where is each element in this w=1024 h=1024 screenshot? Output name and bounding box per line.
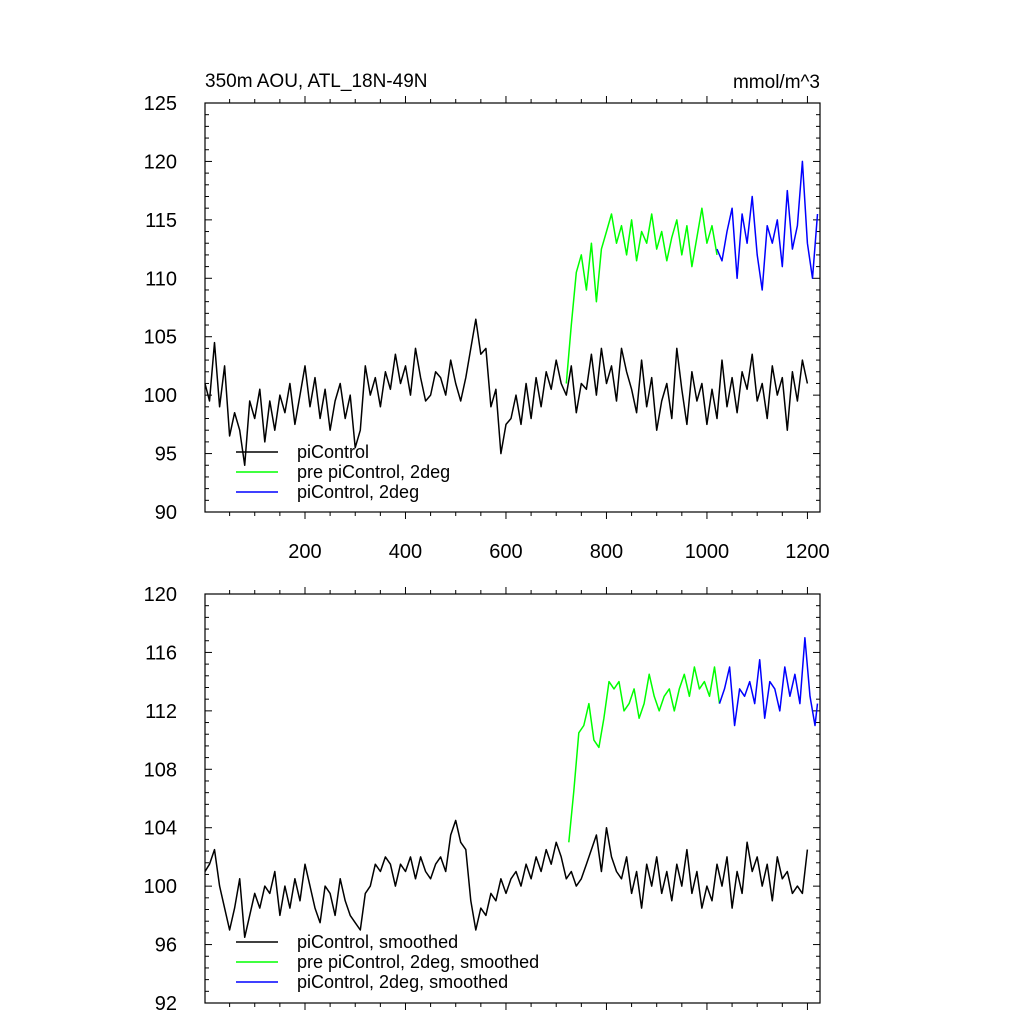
y-tick-label: 100 [144,876,177,898]
y-tick-label: 115 [145,210,177,232]
y-tick-label: 92 [155,993,177,1015]
y-tick-label: 96 [155,935,177,957]
x-tick-label: 1200 [785,541,830,563]
legend-label: piControl, smoothed [297,932,458,952]
y-tick-label: 105 [144,327,177,349]
series-line-top-2 [565,207,718,384]
x-tick-label: 1000 [685,541,730,563]
y-tick-label: 125 [144,93,177,115]
top-panel-units: mmol/m^3 [733,72,820,93]
series-line-bottom-3 [718,637,819,727]
series-line-top-1 [204,318,809,467]
legend-label: piControl, 2deg [297,482,419,502]
y-tick-label: 90 [155,502,177,524]
top-panel-marks: 90 95 100 105 110 115 120 125 200 400 600 800 1000 12… [144,93,830,563]
bottom-panel-frame [204,593,821,1004]
legend-label: pre piControl, 2deg [297,462,450,482]
y-tick-label: 95 [155,444,177,466]
y-tick-label: 100 [144,385,177,407]
series-line-bottom-1 [204,819,809,939]
series-line-top-3 [716,160,819,291]
y-tick-label: 112 [145,701,177,723]
y-tick-label: 108 [144,759,177,781]
y-tick-label: 116 [145,642,177,664]
series-line-bottom-2 [568,666,721,843]
x-tick-label: 200 [288,541,321,563]
y-tick-label: 120 [144,151,177,173]
legend-label: pre piControl, 2deg, smoothed [297,952,539,972]
x-tick-label: 600 [489,541,522,563]
y-tick-label: 120 [144,584,177,606]
top-panel-frame [204,102,821,513]
legend-label: piControl, 2deg, smoothed [297,972,508,992]
top-panel-title: 350m AOU, ATL_18N-49N [205,71,427,92]
bottom-panel-marks: 92 96 100 104 108 112 116 120 piControl, smoothe… [144,584,820,1015]
bottom-panel: 92 96 100 104 108 112 116 120 piControl, smoothe… [144,584,821,1015]
x-tick-label: 400 [389,541,422,563]
y-tick-label: 104 [144,818,177,840]
y-tick-label: 110 [145,268,177,290]
legend-label: piControl [297,442,369,462]
top-panel: 90 95 100 105 110 115 120 125 200 400 600 800 1000 12… [144,71,830,563]
x-tick-label: 800 [590,541,623,563]
